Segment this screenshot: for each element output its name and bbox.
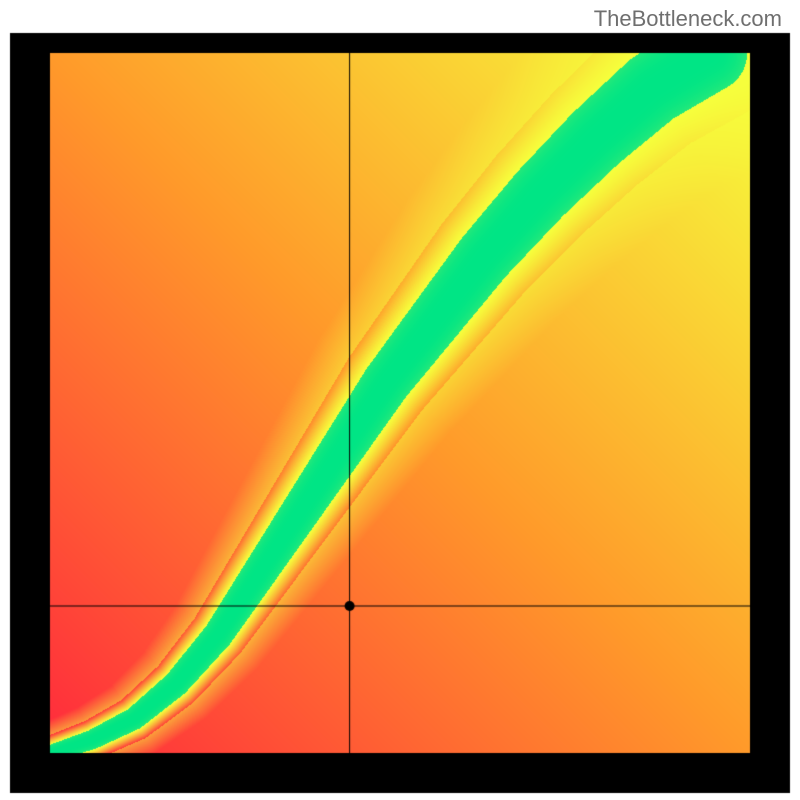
attribution-label: TheBottleneck.com xyxy=(594,6,782,32)
bottleneck-heatmap xyxy=(0,0,800,800)
chart-container: TheBottleneck.com xyxy=(0,0,800,800)
